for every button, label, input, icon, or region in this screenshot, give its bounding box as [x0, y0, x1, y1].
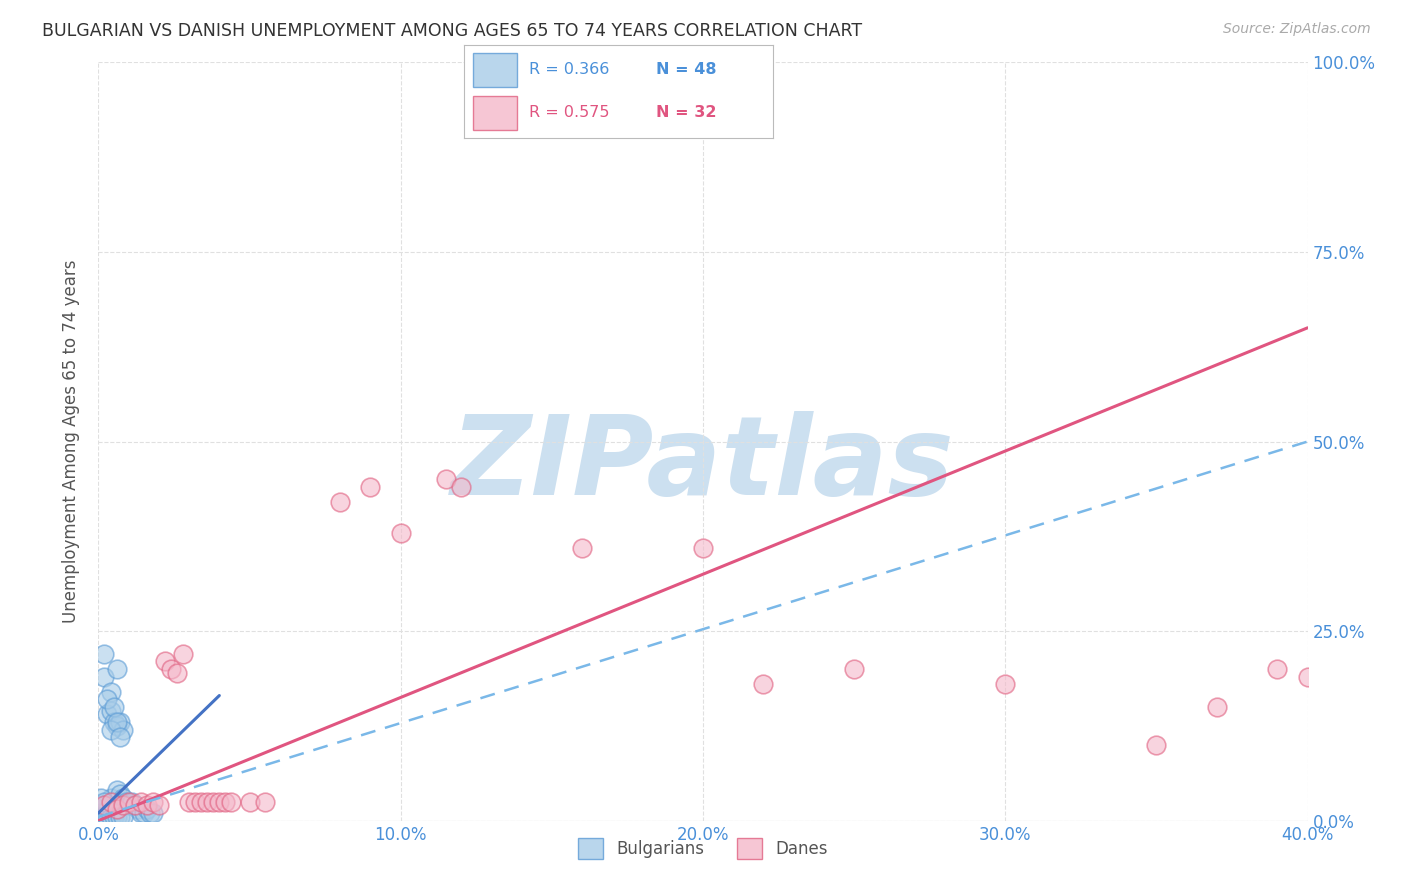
- Text: N = 48: N = 48: [655, 62, 716, 78]
- Point: [93, 647, 115, 661]
- Point: [118, 795, 141, 809]
- Point: [90, 806, 112, 821]
- Point: [90, 798, 112, 813]
- Text: ZIPatlas: ZIPatlas: [451, 411, 955, 517]
- Point: [93, 795, 115, 809]
- Point: [139, 806, 162, 821]
- Point: [111, 810, 134, 824]
- Point: [121, 795, 143, 809]
- Point: [195, 795, 218, 809]
- Point: [172, 647, 194, 661]
- Point: [184, 795, 207, 809]
- Point: [96, 806, 118, 821]
- Point: [166, 665, 188, 680]
- Text: R = 0.575: R = 0.575: [529, 105, 609, 120]
- Point: [118, 798, 141, 813]
- Point: [93, 806, 115, 821]
- Point: [114, 795, 136, 809]
- Point: [93, 810, 115, 824]
- Point: [127, 802, 149, 816]
- Point: [450, 480, 472, 494]
- Text: R = 0.366: R = 0.366: [529, 62, 609, 78]
- Point: [1206, 699, 1229, 714]
- FancyBboxPatch shape: [474, 96, 516, 130]
- Point: [124, 798, 146, 813]
- Point: [100, 810, 122, 824]
- Point: [129, 806, 152, 821]
- Point: [129, 795, 152, 809]
- Point: [253, 795, 276, 809]
- Point: [221, 795, 243, 809]
- Point: [108, 787, 131, 801]
- Point: [389, 525, 412, 540]
- Point: [93, 806, 115, 821]
- Point: [90, 810, 112, 824]
- Point: [111, 723, 134, 737]
- Point: [90, 791, 112, 805]
- Point: [103, 715, 125, 730]
- Point: [132, 806, 155, 821]
- Y-axis label: Unemployment Among Ages 65 to 74 years: Unemployment Among Ages 65 to 74 years: [62, 260, 80, 624]
- Point: [1267, 662, 1289, 676]
- Point: [148, 798, 170, 813]
- Point: [434, 473, 457, 487]
- Point: [100, 795, 122, 809]
- Point: [105, 715, 128, 730]
- Point: [105, 719, 128, 733]
- Point: [142, 806, 165, 821]
- Point: [100, 723, 122, 737]
- Text: Source: ZipAtlas.com: Source: ZipAtlas.com: [1223, 22, 1371, 37]
- Point: [96, 810, 118, 824]
- Point: [153, 655, 176, 669]
- Point: [124, 798, 146, 813]
- Point: [105, 810, 128, 824]
- Point: [214, 795, 236, 809]
- Point: [105, 662, 128, 676]
- Point: [100, 806, 122, 821]
- Point: [752, 677, 775, 691]
- Point: [239, 795, 262, 809]
- Text: N = 32: N = 32: [655, 105, 716, 120]
- Point: [96, 798, 118, 813]
- Point: [108, 810, 131, 824]
- Point: [208, 795, 231, 809]
- Text: BULGARIAN VS DANISH UNEMPLOYMENT AMONG AGES 65 TO 74 YEARS CORRELATION CHART: BULGARIAN VS DANISH UNEMPLOYMENT AMONG A…: [42, 22, 862, 40]
- Legend: Bulgarians, Danes: Bulgarians, Danes: [571, 831, 835, 865]
- Point: [329, 495, 352, 509]
- Point: [100, 791, 122, 805]
- Point: [135, 802, 157, 816]
- Point: [108, 715, 131, 730]
- Point: [103, 810, 125, 824]
- Point: [108, 730, 131, 744]
- Point: [103, 806, 125, 821]
- Point: [105, 783, 128, 797]
- Point: [692, 541, 714, 555]
- Point: [1296, 669, 1319, 683]
- Point: [93, 669, 115, 683]
- Point: [160, 662, 183, 676]
- Point: [179, 795, 201, 809]
- Point: [571, 541, 593, 555]
- Point: [135, 798, 157, 813]
- Point: [105, 802, 128, 816]
- Point: [1144, 738, 1167, 752]
- Point: [103, 699, 125, 714]
- Point: [360, 480, 382, 494]
- Point: [111, 798, 134, 813]
- Point: [103, 795, 125, 809]
- Point: [142, 795, 165, 809]
- Point: [111, 791, 134, 805]
- FancyBboxPatch shape: [474, 53, 516, 87]
- Point: [96, 692, 118, 706]
- Point: [844, 662, 866, 676]
- Point: [100, 704, 122, 718]
- Point: [90, 802, 112, 816]
- Point: [190, 795, 212, 809]
- Point: [93, 798, 115, 813]
- Point: [202, 795, 225, 809]
- Point: [100, 685, 122, 699]
- Point: [96, 707, 118, 722]
- Point: [994, 677, 1017, 691]
